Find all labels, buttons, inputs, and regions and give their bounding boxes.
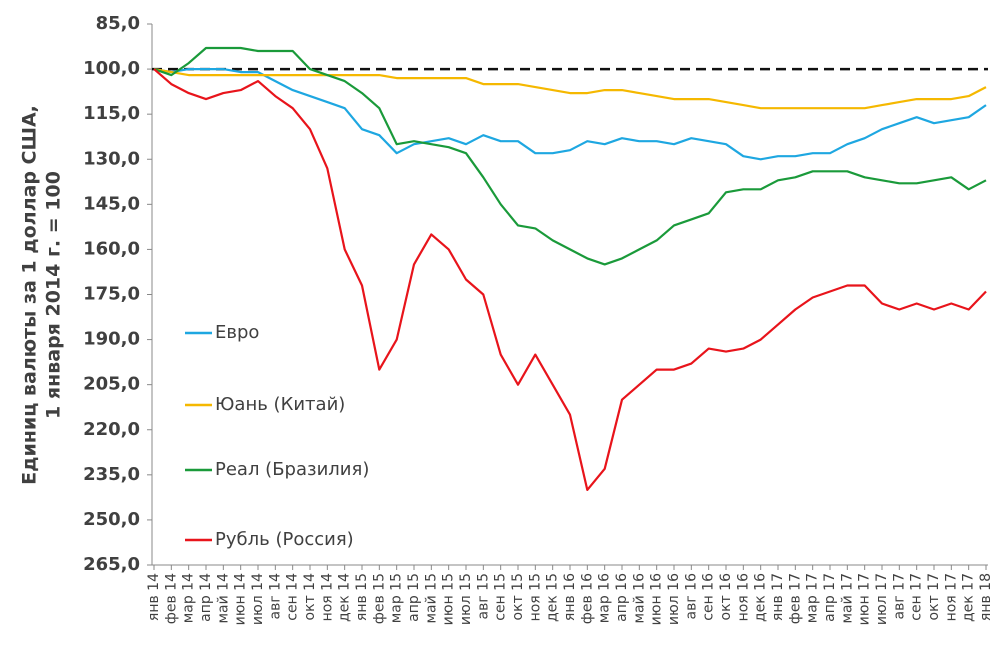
x-tick-label: май 15	[423, 573, 439, 624]
y-tick-label: 115,0	[83, 103, 140, 124]
x-tick-label: май 14	[215, 573, 231, 624]
x-tick-label: июн 16	[649, 573, 665, 625]
x-tick-label: окт 14	[302, 573, 318, 621]
y-tick-label: 190,0	[83, 329, 140, 350]
x-tick-label: фев 16	[579, 573, 595, 624]
y-axis-title-line: 1 января 2014 г. = 100	[43, 171, 65, 419]
x-tick-label: апр 14	[198, 573, 214, 622]
y-tick-label: 220,0	[83, 419, 140, 440]
x-tick-label: сен 15	[493, 573, 509, 621]
x-tick-label: сен 16	[701, 573, 717, 621]
x-tick-label: окт 16	[718, 573, 734, 621]
x-tick-label: янв 14	[146, 573, 162, 621]
x-tick-label: апр 15	[406, 573, 422, 622]
y-tick-label: 130,0	[83, 148, 140, 169]
x-tick-label: мар 16	[597, 573, 613, 623]
x-tick-label: июл 14	[250, 573, 266, 625]
series-line	[153, 68, 987, 110]
x-tick-label: дек 16	[753, 573, 769, 622]
y-tick-label: 85,0	[96, 13, 140, 34]
x-tick-label: мар 14	[181, 573, 197, 623]
x-tick-label: дек 15	[545, 573, 561, 622]
x-tick-label: авг 14	[267, 573, 283, 620]
x-tick-label: фев 14	[163, 573, 179, 624]
y-tick-label: 235,0	[83, 464, 140, 485]
y-axis-title: Единиц валюты за 1 доллар США, 1 января …	[19, 105, 65, 485]
y-tick-label: 160,0	[83, 238, 140, 259]
x-tick-label: июл 16	[666, 573, 682, 625]
x-tick-label: июл 15	[458, 573, 474, 625]
series-line	[153, 68, 987, 161]
series-line	[153, 68, 987, 491]
x-tick-label: ноя 17	[943, 573, 959, 621]
x-tick-label: ноя 16	[735, 573, 751, 621]
x-tick-label: авг 17	[891, 573, 907, 619]
series-line	[153, 46, 987, 266]
x-tick-label: сен 17	[909, 573, 925, 621]
x-tick-label: апр 16	[614, 573, 630, 622]
x-tick-label: дек 14	[337, 573, 353, 622]
x-tick-label: янв 16	[562, 573, 578, 621]
x-tick-label: ноя 14	[319, 573, 335, 621]
y-tick-label: 175,0	[83, 284, 140, 305]
x-tick-label: июн 15	[441, 573, 457, 625]
y-tick-label: 145,0	[83, 193, 140, 214]
legend-label: Евро	[215, 322, 259, 343]
x-tick-label: май 16	[631, 573, 647, 624]
legend-label: Юань (Китай)	[215, 394, 345, 415]
y-tick-label: 265,0	[83, 554, 140, 575]
x-tick-label: янв 15	[354, 573, 370, 621]
x-tick-label: июл 17	[874, 573, 890, 625]
legend-label: Рубль (Россия)	[215, 529, 354, 550]
x-tick-label: окт 17	[926, 573, 942, 620]
x-tick-label: авг 15	[475, 573, 491, 619]
y-axis-title-line: Единиц валюты за 1 доллар США,	[19, 105, 41, 485]
x-tick-label: фев 15	[371, 573, 387, 624]
x-tick-label: июн 17	[857, 573, 873, 625]
x-tick-label: янв 18	[978, 573, 994, 621]
x-tick-label: май 17	[839, 573, 855, 624]
x-tick-label: мар 17	[805, 573, 821, 623]
x-tick-label: фев 17	[787, 573, 803, 624]
x-tick-label: авг 16	[683, 573, 699, 620]
y-tick-label: 205,0	[83, 374, 140, 395]
x-tick-label: окт 15	[510, 573, 526, 620]
x-tick-label: июн 14	[233, 573, 249, 625]
x-tick-label: янв 17	[770, 573, 786, 621]
x-tick-label: мар 15	[389, 573, 405, 623]
x-tick-label: апр 17	[822, 573, 838, 622]
x-tick-label: ноя 15	[527, 573, 543, 621]
x-tick-label: дек 17	[961, 573, 977, 622]
y-tick-label: 100,0	[83, 58, 140, 79]
y-tick-label: 250,0	[83, 509, 140, 530]
legend-label: Реал (Бразилия)	[215, 459, 369, 480]
x-tick-label: сен 14	[285, 573, 301, 621]
